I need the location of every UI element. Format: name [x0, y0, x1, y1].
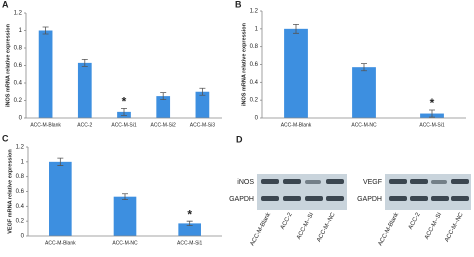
annotation: *: [187, 207, 192, 221]
error-bar: [160, 92, 167, 101]
lane-label: ACC-M-Blank: [378, 211, 401, 247]
lane-label: ACC-M-Blank: [250, 211, 273, 247]
bands: [261, 179, 469, 201]
y-tick-label: 0.6: [16, 189, 25, 195]
y-tick-label: 0.8: [16, 174, 25, 180]
y-tick-label: 1: [255, 26, 259, 32]
bar: [352, 67, 376, 118]
error-bar: [42, 26, 49, 35]
x-tick-label: ACC-M-Si1: [111, 122, 136, 128]
lane-label: ACC-M--NC: [316, 211, 337, 243]
y-tick-label: 0.4: [16, 204, 25, 210]
lane-label: ACC-2: [280, 211, 294, 230]
bar: [284, 28, 308, 118]
bar: [156, 96, 171, 118]
y-axis-label: iNOS mRNA relative expression: [241, 22, 247, 106]
error-bar: [121, 107, 127, 116]
y-tick-label: 0.4: [250, 80, 259, 86]
row-label: GAPDH: [229, 196, 254, 203]
y-tick-label: 1: [19, 28, 23, 34]
y-tick-label: 1.2: [14, 11, 23, 17]
x-tick-label: ACC-M-Blank: [281, 122, 312, 128]
y-tick-label: 0.4: [14, 81, 23, 87]
blot-images: [257, 174, 471, 210]
error-bar: [293, 23, 299, 34]
y-tick-label: 0.2: [14, 98, 23, 104]
bar: [113, 196, 137, 236]
x-tick-label: ACC-M-Si3: [190, 122, 215, 128]
y-tick-label: 0.2: [16, 219, 25, 225]
y-tick-label: 0: [255, 116, 259, 122]
y-tick-label: 0.8: [14, 46, 23, 52]
x-tick-label: ACC-M-NC: [351, 122, 377, 128]
y-tick-label: 0.6: [250, 62, 259, 68]
row-label: iNOS: [237, 179, 254, 186]
bar: [77, 62, 92, 118]
error-bar: [429, 109, 435, 118]
panel-label: B: [235, 0, 242, 9]
bar: [195, 91, 210, 118]
y-tick-label: 0.8: [250, 44, 259, 50]
bar: [38, 30, 53, 118]
annotation: *: [430, 96, 435, 110]
y-axis-label: iNOS mRNA relative expression: [5, 23, 11, 107]
x-tick-label: ACC-M-Si1: [419, 122, 444, 128]
error-bar: [122, 193, 128, 201]
error-bar: [57, 157, 64, 166]
lane-label: ACC-M--NC: [444, 211, 465, 243]
x-tick-label: ACC-M-Si1: [177, 240, 202, 246]
error-bar: [199, 87, 206, 96]
x-tick-label: ACC-M-Si2: [151, 122, 176, 128]
lane-label: ACC-M--SI: [296, 212, 315, 241]
x-tick-label: ACC-M-NC: [112, 240, 138, 246]
x-tick-label: ACC-M-Blank: [45, 240, 76, 246]
bar: [178, 223, 201, 236]
panel-label: A: [2, 0, 9, 9]
y-tick-label: 0.2: [250, 98, 259, 104]
y-tick-label: 1: [21, 159, 25, 165]
y-tick-label: 0.6: [14, 63, 23, 69]
y-tick-label: 1.2: [16, 145, 25, 151]
annotation: *: [122, 95, 127, 109]
row-label: VEGF: [363, 179, 382, 186]
error-bar: [186, 220, 193, 227]
row-label: GAPDH: [357, 196, 382, 203]
lane-label: ACC-2: [408, 211, 422, 230]
y-axis-label: VEGF mRNA relative expression: [7, 149, 13, 234]
x-tick-label: ACC-M-Blank: [30, 122, 61, 128]
bar: [49, 161, 72, 236]
error-bar: [81, 58, 88, 67]
y-tick-label: 0: [19, 116, 23, 122]
panel-label: D: [236, 134, 243, 144]
y-tick-label: 1.2: [250, 9, 259, 15]
y-tick-label: 0: [21, 234, 25, 240]
error-bar: [361, 63, 367, 72]
x-tick-label: ACC-2: [77, 122, 92, 128]
panel-label: C: [2, 133, 9, 143]
lane-label: ACC-M--SI: [424, 212, 443, 241]
